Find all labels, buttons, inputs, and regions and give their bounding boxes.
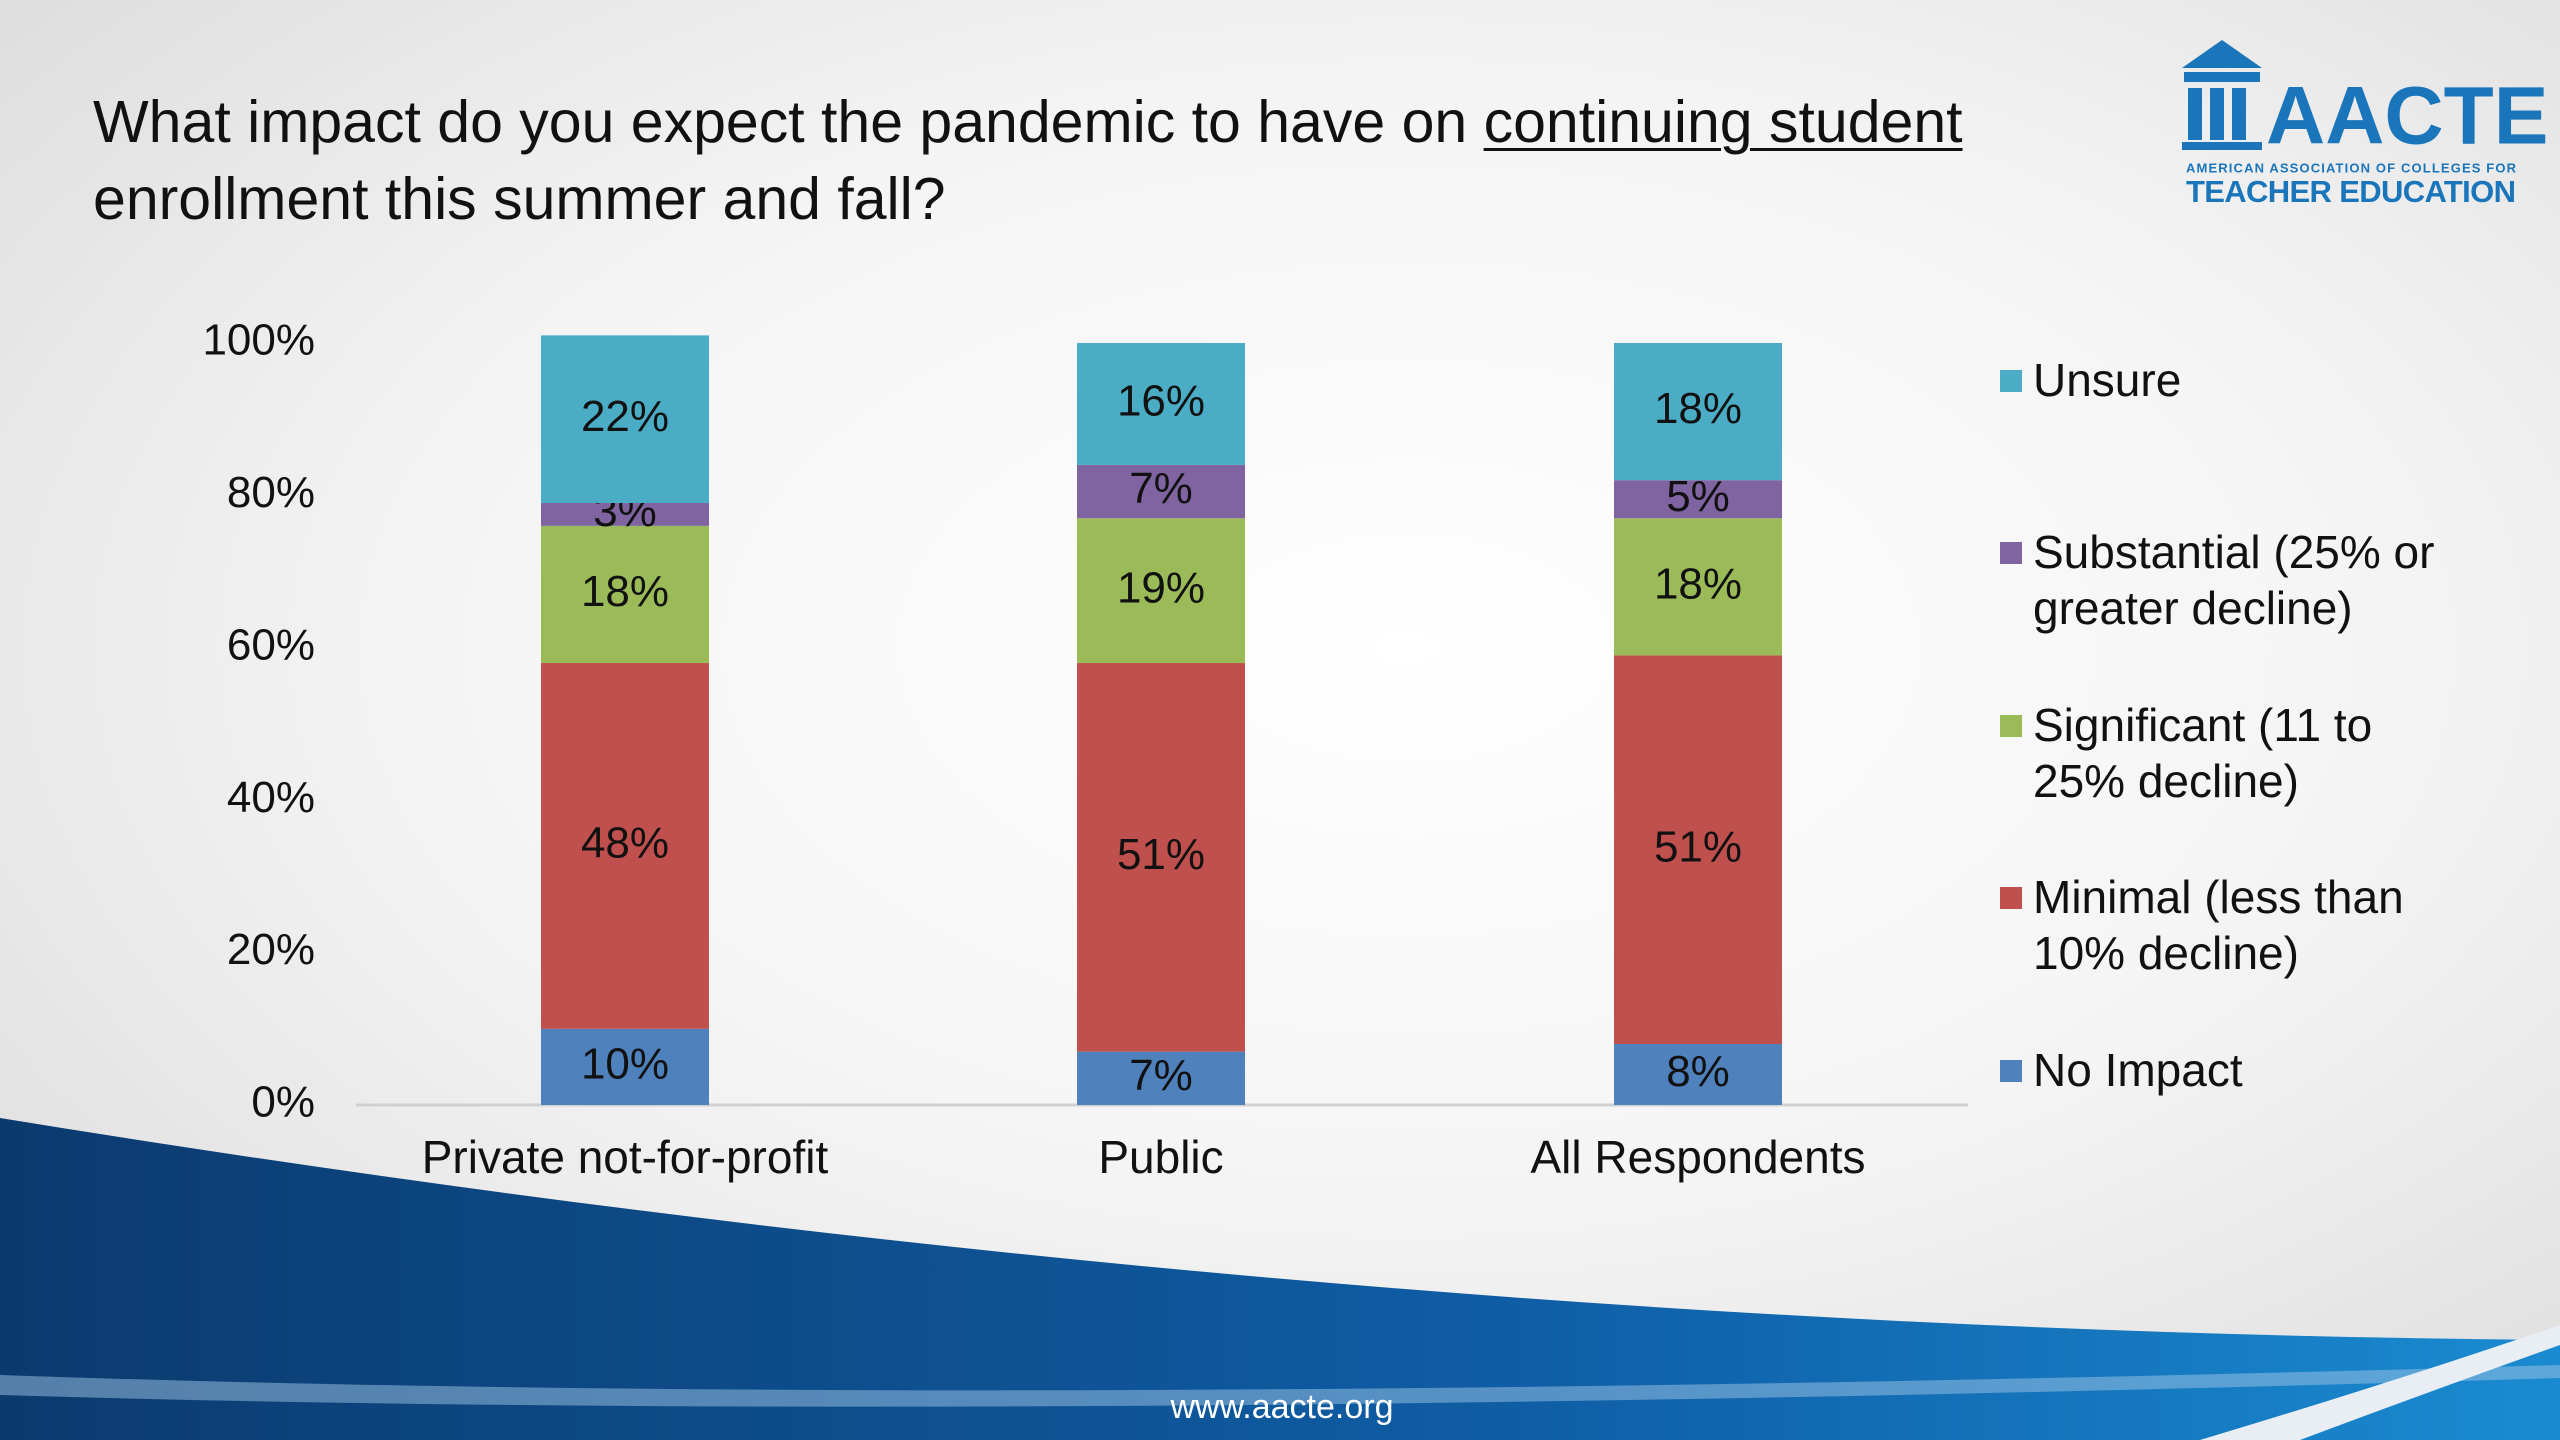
- legend-item: Unsure: [2000, 352, 2520, 408]
- bar-segment: [541, 525, 709, 664]
- data-label: 18%: [581, 567, 669, 616]
- legend-item: Minimal (less than 10% decline): [2000, 869, 2520, 981]
- logo-base: [2182, 142, 2262, 150]
- legend-label: Minimal (less than 10% decline): [2033, 871, 2404, 979]
- data-label: 7%: [1129, 1051, 1193, 1100]
- legend-label: No Impact: [2033, 1044, 2243, 1096]
- data-label: 18%: [1654, 384, 1742, 433]
- logo-name: AACTE: [2266, 71, 2548, 162]
- bar-segment: [1614, 655, 1782, 1045]
- legend-label: Unsure: [2033, 354, 2182, 406]
- data-label: 16%: [1117, 377, 1205, 426]
- bar-segment: [541, 335, 709, 504]
- legend-item: Substantial (25% or greater decline): [2000, 524, 2520, 636]
- legend-item: Significant (11 to 25% decline): [2000, 697, 2520, 809]
- data-label: 7%: [1129, 464, 1193, 513]
- data-label: 48%: [581, 819, 669, 868]
- logo-column: [2210, 88, 2224, 140]
- swoosh: [0, 1118, 2560, 1440]
- data-label: 8%: [1666, 1047, 1730, 1096]
- y-tick-label: 100%: [202, 316, 315, 365]
- legend-swatch: [2000, 370, 2022, 392]
- footer: www.aacte.org: [1170, 1388, 1394, 1426]
- title: What impact do you expect the pandemic t…: [93, 84, 2193, 238]
- legend-swatch: [2000, 1060, 2022, 1082]
- title-underlined: continuing student: [1483, 89, 1963, 155]
- legend-item: No Impact: [2000, 1042, 2520, 1098]
- legend-label: Substantial (25% or greater decline): [2033, 526, 2435, 634]
- bar-segment: [541, 663, 709, 1029]
- y-tick-label: 60%: [227, 620, 315, 669]
- x-tick-label: All Respondents: [1531, 1131, 1866, 1183]
- bar-segment: [1077, 1051, 1245, 1105]
- x-tick-label: Public: [1098, 1131, 1223, 1183]
- legend-swatch: [2000, 542, 2022, 564]
- x-tick-label: Private not-for-profit: [422, 1131, 829, 1183]
- data-label: 19%: [1117, 563, 1205, 612]
- y-tick-label: 40%: [227, 773, 315, 822]
- legend-swatch: [2000, 715, 2022, 737]
- bar-segment: [1614, 1044, 1782, 1105]
- data-label: 18%: [1654, 559, 1742, 608]
- data-label: 10%: [581, 1040, 669, 1089]
- logo-column: [2232, 88, 2246, 140]
- legend-swatch: [2000, 887, 2022, 909]
- y-tick-label: 80%: [227, 468, 315, 517]
- bar-segment: [1077, 518, 1245, 664]
- data-label: 22%: [581, 392, 669, 441]
- logo-beam: [2184, 72, 2260, 82]
- y-tick-label: 20%: [227, 925, 315, 974]
- bar-segment: [1077, 464, 1245, 519]
- y-tick-label: 0%: [251, 1078, 315, 1127]
- bar-segment: [1614, 480, 1782, 519]
- swoosh-line: [0, 1365, 2560, 1407]
- bar-segment: [541, 503, 709, 526]
- logo-roof: [2182, 40, 2262, 68]
- logo-column: [2188, 88, 2202, 140]
- bar-segment: [541, 1028, 709, 1105]
- title-text: What impact do you expect the pandemic t…: [93, 89, 1468, 155]
- logo-line2: TEACHER EDUCATION: [2186, 174, 2516, 209]
- data-label: 51%: [1654, 822, 1742, 871]
- title-text: enrollment this summer and fall?: [93, 166, 946, 232]
- bar-segment: [1614, 518, 1782, 656]
- data-label: 51%: [1117, 830, 1205, 879]
- bar-segment: [1077, 343, 1245, 465]
- bar-segment: [1614, 343, 1782, 481]
- legend-label: Significant (11 to 25% decline): [2033, 699, 2373, 807]
- bar-segment: [1077, 663, 1245, 1052]
- logo: AACTE AMERICAN ASSOCIATION OF COLLEGES F…: [2182, 40, 2548, 209]
- logo-line1: AMERICAN ASSOCIATION OF COLLEGES FOR: [2186, 160, 2517, 175]
